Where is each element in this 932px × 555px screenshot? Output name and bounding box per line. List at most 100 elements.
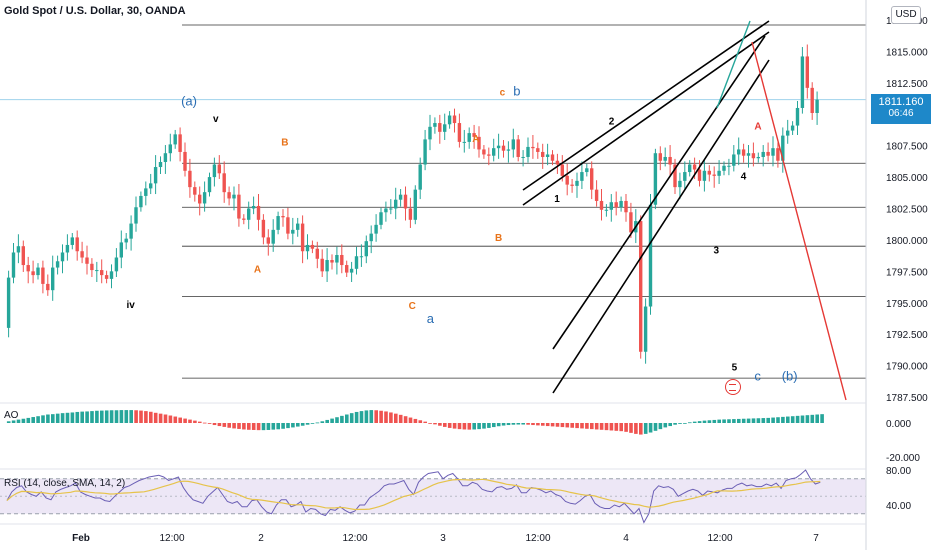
candle-body xyxy=(120,242,123,257)
ao-bar xyxy=(605,423,609,430)
ao-bar xyxy=(335,417,339,423)
candle-body xyxy=(815,100,818,113)
candle xyxy=(517,135,520,161)
candle-body xyxy=(379,212,382,225)
candle xyxy=(296,218,299,237)
candle-body xyxy=(198,195,201,204)
candle-body xyxy=(134,207,137,223)
candle xyxy=(443,114,446,140)
candle-body xyxy=(355,256,358,269)
ao-bar xyxy=(678,423,682,424)
ao-bar xyxy=(713,420,717,423)
ao-pane-label: AO xyxy=(4,410,18,421)
candle xyxy=(428,115,431,150)
candle xyxy=(404,187,407,221)
candle-body xyxy=(46,284,49,290)
ao-bar xyxy=(433,423,437,424)
candle xyxy=(115,248,118,277)
candle xyxy=(796,101,799,135)
wave-label: (b) xyxy=(782,369,798,384)
currency-button[interactable]: USD xyxy=(891,6,921,24)
candle-body xyxy=(610,202,613,210)
ao-bar xyxy=(428,423,432,424)
candle xyxy=(36,263,39,279)
candle xyxy=(566,164,569,195)
candle xyxy=(732,145,735,171)
candle-body xyxy=(159,162,162,167)
candle xyxy=(252,197,255,215)
candle xyxy=(752,143,755,167)
candle-body xyxy=(536,148,539,152)
ao-bar xyxy=(252,423,256,430)
candle-body xyxy=(497,146,500,149)
ao-bar xyxy=(46,415,50,424)
candle-body xyxy=(414,190,417,220)
candle xyxy=(399,189,402,207)
ao-bar xyxy=(350,413,354,423)
ao-bar xyxy=(159,414,163,423)
price-tick: 1812.500 xyxy=(886,79,928,90)
ao-bar xyxy=(276,423,280,429)
us-event-flag-icon[interactable] xyxy=(725,379,741,395)
ao-bar xyxy=(178,418,182,423)
candle-body xyxy=(276,216,279,230)
candle-body xyxy=(698,170,701,181)
ao-bar xyxy=(56,414,60,423)
ao-bar xyxy=(546,423,550,426)
candle-body xyxy=(742,149,745,155)
ao-bar xyxy=(164,415,168,424)
candle xyxy=(110,264,113,288)
ao-bar xyxy=(624,423,628,432)
ao-bar xyxy=(438,423,442,426)
candle-body xyxy=(384,209,387,213)
candle-body xyxy=(56,261,59,267)
ao-bar xyxy=(693,422,697,423)
candle-body xyxy=(649,205,652,307)
ao-bar xyxy=(272,423,276,430)
ao-bar xyxy=(80,412,84,423)
candle-body xyxy=(629,212,632,232)
ao-bar xyxy=(203,423,207,424)
ao-bar xyxy=(355,412,359,423)
candle-body xyxy=(644,307,647,352)
candle-body xyxy=(237,195,240,219)
candle-body xyxy=(76,237,79,251)
candle xyxy=(335,247,338,275)
candle xyxy=(771,136,774,166)
price-tick: 1805.000 xyxy=(886,173,928,184)
candle-body xyxy=(659,153,662,161)
candlesticks xyxy=(7,45,819,364)
candle xyxy=(595,180,598,206)
ao-bar xyxy=(384,411,388,423)
candle-body xyxy=(590,168,593,189)
candle-body xyxy=(453,116,456,124)
candle-body xyxy=(786,131,789,136)
ao-bar xyxy=(247,423,251,430)
ao-bar xyxy=(453,423,457,429)
trendline-5 xyxy=(752,42,846,400)
candle-body xyxy=(448,116,451,125)
candle xyxy=(615,192,618,216)
candle-body xyxy=(811,88,814,113)
time-tick: 2 xyxy=(258,533,264,544)
candle xyxy=(683,161,686,189)
wave-label: 3 xyxy=(713,246,719,257)
candle xyxy=(321,249,324,277)
ao-bar xyxy=(90,411,94,423)
candle xyxy=(482,145,485,159)
price-tick: 1815.000 xyxy=(886,47,928,58)
candle xyxy=(325,248,328,282)
wave-label: v xyxy=(213,114,219,125)
candle xyxy=(257,194,260,230)
trendline-1 xyxy=(523,32,769,205)
ao-bar xyxy=(634,423,638,434)
time-tick: 7 xyxy=(813,533,819,544)
ao-bar xyxy=(502,423,506,426)
ao-bar xyxy=(659,423,663,429)
candle xyxy=(688,160,691,176)
candle xyxy=(590,161,593,199)
ao-bar xyxy=(218,423,222,426)
candle xyxy=(159,156,162,174)
